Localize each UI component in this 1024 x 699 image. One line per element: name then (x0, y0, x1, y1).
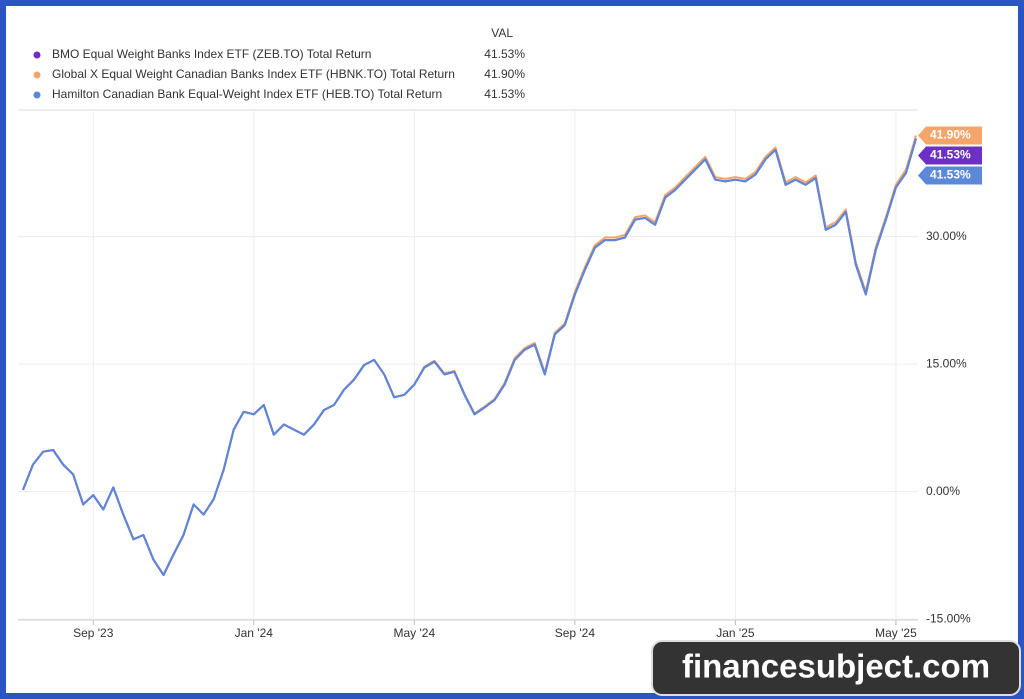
end-tag-label: 41.53% (930, 148, 971, 162)
legend-marker (33, 51, 41, 59)
end-tag-label: 41.53% (930, 168, 971, 182)
legend-value: 41.90% (484, 67, 525, 81)
legend-header: VAL (491, 26, 513, 40)
x-tick-label: May '24 (393, 626, 435, 640)
end-tag-shape (918, 126, 982, 145)
x-tick-label: Jan '24 (235, 626, 274, 640)
x-tick-label: Sep '23 (73, 626, 114, 640)
watermark: financesubject.com (682, 648, 990, 685)
end-tag: 41.53% (918, 146, 982, 165)
legend-marker (33, 71, 41, 79)
legend-label: Hamilton Canadian Bank Equal-Weight Inde… (52, 87, 442, 101)
x-tick-label: May '25 (875, 626, 917, 640)
legend-value: 41.53% (484, 47, 525, 61)
watermark-box (651, 640, 1021, 696)
end-tag: 41.53% (918, 166, 982, 185)
x-tick-label: Jan '25 (716, 626, 755, 640)
series-line (22, 138, 917, 576)
end-tag-label: 41.90% (930, 128, 971, 142)
x-tick-label: Sep '24 (555, 626, 596, 640)
legend-marker (33, 91, 41, 99)
legend-value: 41.53% (484, 87, 525, 101)
end-tag-shape (918, 146, 982, 165)
legend-label: BMO Equal Weight Banks Index ETF (ZEB.TO… (52, 47, 371, 61)
y-tick-label: 15.00% (926, 356, 967, 370)
legend-label: Global X Equal Weight Canadian Banks Ind… (52, 67, 455, 81)
end-tag-shape (918, 166, 982, 185)
y-tick-label: -15.00% (926, 611, 971, 625)
end-tag: 41.90% (918, 126, 982, 145)
y-tick-label: 30.00% (926, 229, 967, 243)
y-tick-label: 0.00% (926, 484, 960, 498)
